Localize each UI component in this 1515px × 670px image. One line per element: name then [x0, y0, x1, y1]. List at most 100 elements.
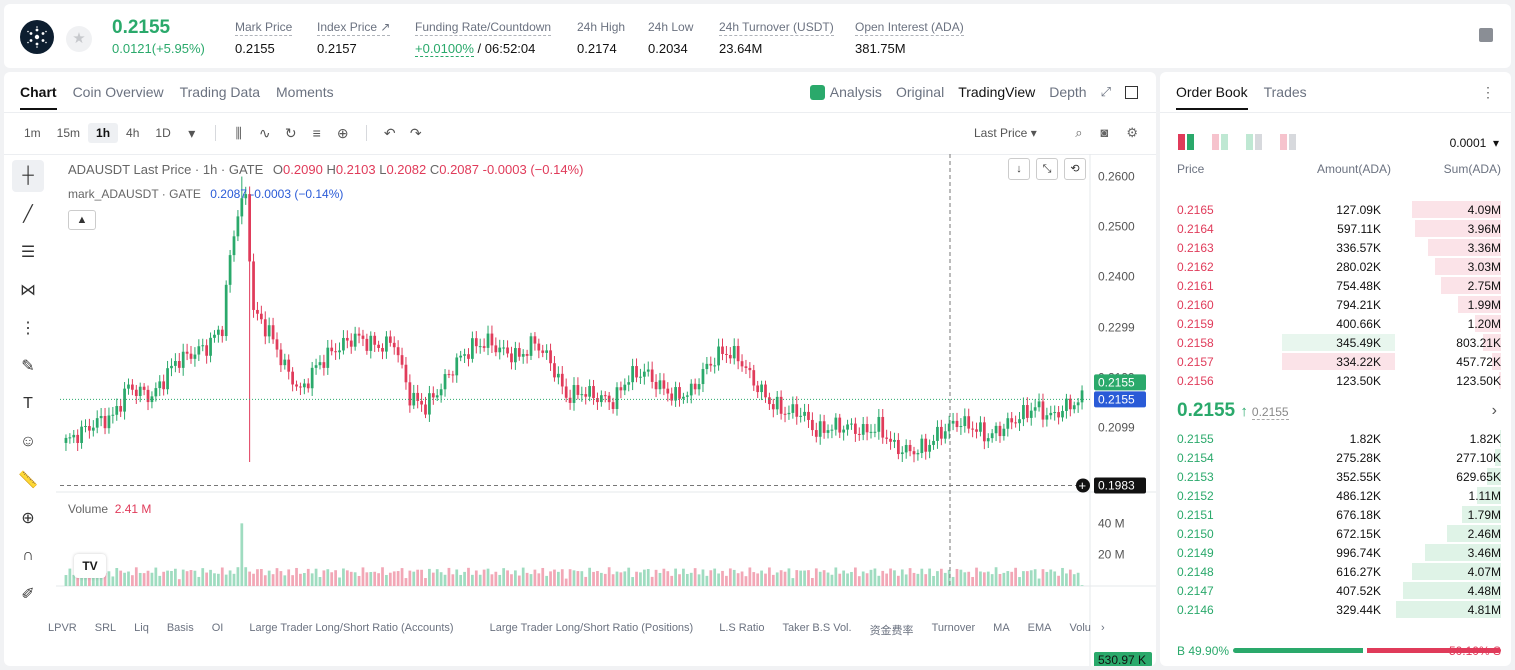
candle-body	[842, 429, 846, 433]
timeframe-1d[interactable]: 1D	[155, 126, 171, 140]
magnet-icon[interactable]: ∩	[22, 547, 34, 564]
indicators-icon[interactable]: ∿	[258, 124, 271, 141]
candles-icon[interactable]: ⫼	[235, 124, 242, 141]
indicator-turnover[interactable]: Turnover	[931, 622, 976, 634]
tab-depth[interactable]: Depth	[1049, 84, 1087, 100]
ask-row[interactable]: 0.2157 334.22K 457.72K	[1160, 352, 1511, 371]
favorite-star-icon[interactable]: ★	[66, 26, 92, 52]
bid-row[interactable]: 0.2148 616.27K 4.07M	[1160, 562, 1511, 581]
scroll-down-icon[interactable]: ↓	[1008, 158, 1030, 180]
collapse-icon[interactable]: ⤡	[1036, 158, 1058, 180]
indicator-oi[interactable]: OI	[211, 622, 224, 634]
bid-row[interactable]: 0.2146 329.44K 4.81M	[1160, 600, 1511, 619]
volume-bar	[1080, 585, 1084, 586]
ask-row[interactable]: 0.2165 127.09K 4.09M	[1160, 200, 1511, 219]
precision-select[interactable]: 0.0001 ▾	[1449, 136, 1499, 150]
indicator-ma[interactable]: MA	[993, 622, 1010, 634]
trend-line-icon[interactable]: ╱	[23, 206, 33, 223]
add-alert-icon[interactable]: ⊕	[336, 124, 349, 141]
pattern-icon[interactable]: ⋈	[20, 282, 36, 299]
search-icon[interactable]: ⌕	[1075, 125, 1083, 140]
indicator-basis[interactable]: Basis	[166, 622, 194, 634]
chevron-right-icon[interactable]: ›	[1100, 622, 1105, 634]
view-asks-icon[interactable]	[1280, 134, 1296, 150]
tab-original[interactable]: Original	[895, 84, 945, 100]
undo-icon[interactable]: ↶	[383, 124, 396, 141]
replay-icon[interactable]: ↻	[284, 124, 297, 141]
tab-trades[interactable]: Trades	[1263, 84, 1307, 100]
more-menu-icon[interactable]: ⋮	[1481, 84, 1495, 100]
tab-trading-data[interactable]: Trading Data	[179, 84, 261, 100]
ask-row[interactable]: 0.2156 123.50K 123.50K	[1160, 371, 1511, 390]
bid-row[interactable]: 0.2147 407.52K 4.48M	[1160, 581, 1511, 600]
bid-row[interactable]: 0.2153 352.55K 629.65K	[1160, 467, 1511, 486]
stat-mark-price[interactable]: Mark Price 0.2155	[235, 20, 293, 56]
indicator-ls-ratio[interactable]: L.S Ratio	[719, 622, 765, 634]
tradingview-logo[interactable]: TV	[74, 554, 106, 578]
indicator-taker-vol[interactable]: Taker B.S Vol.	[782, 622, 852, 634]
bid-row[interactable]: 0.2154 275.28K 277.10K	[1160, 448, 1511, 467]
timeframe-1h[interactable]: 1h	[88, 123, 119, 143]
bid-row[interactable]: 0.2152 486.12K 1.11M	[1160, 486, 1511, 505]
camera-icon[interactable]: ◙	[1100, 125, 1109, 140]
row-price: 0.2156	[1177, 374, 1214, 388]
indicator-volume[interactable]: Volu	[1069, 622, 1091, 634]
timeframe-dropdown-icon[interactable]: ▾	[188, 124, 196, 141]
timeframe-4h[interactable]: 4h	[126, 126, 140, 140]
bid-row[interactable]: 0.2151 676.18K 1.79M	[1160, 505, 1511, 524]
book-icon[interactable]	[1479, 28, 1493, 42]
timeframe-15m[interactable]: 15m	[56, 126, 81, 140]
bid-row[interactable]: 0.2155 1.82K 1.82K	[1160, 429, 1511, 448]
ruler-icon[interactable]: 📏	[18, 472, 38, 489]
indicator-srl[interactable]: SRL	[94, 622, 117, 634]
price-source-select[interactable]: Last Price ▾	[974, 126, 1037, 140]
crosshair-icon[interactable]: ┼	[12, 160, 44, 192]
pencil-icon[interactable]: ✐	[21, 586, 35, 603]
brush-icon[interactable]: ✎	[21, 358, 35, 375]
stat-index-price[interactable]: Index Price ↗ 0.2157	[317, 20, 391, 56]
stat-funding-rate[interactable]: Funding Rate/Countdown +0.0100% / 06:52:0…	[415, 20, 552, 57]
ask-row[interactable]: 0.2158 345.49K 803.21K	[1160, 333, 1511, 352]
ask-row[interactable]: 0.2164 597.11K 3.96M	[1160, 219, 1511, 238]
stat-24h-turnover[interactable]: 24h Turnover (USDT) 23.64M	[719, 20, 834, 56]
reset-icon[interactable]: ⟲	[1064, 158, 1086, 180]
view-bids-icon[interactable]	[1246, 134, 1262, 150]
settings-gear-icon[interactable]: ⚙	[1126, 125, 1138, 140]
tab-chart[interactable]: Chart	[20, 84, 57, 110]
fib-icon[interactable]: ⋮	[20, 320, 36, 337]
indicator-ls-accounts[interactable]: Large Trader Long/Short Ratio (Accounts)	[249, 622, 454, 634]
collapse-legend-button[interactable]: ▲	[68, 210, 96, 230]
emoji-icon[interactable]: ☺	[19, 433, 37, 450]
bid-row[interactable]: 0.2149 996.74K 3.46M	[1160, 543, 1511, 562]
horizontal-lines-icon[interactable]: ☰	[20, 244, 36, 261]
ask-row[interactable]: 0.2161 754.48K 2.75M	[1160, 276, 1511, 295]
templates-icon[interactable]: ≡	[312, 125, 321, 141]
tab-analysis[interactable]: Analysis	[809, 84, 882, 100]
ask-row[interactable]: 0.2159 400.66K 1.20M	[1160, 314, 1511, 333]
expand-icon[interactable]: ⤢	[1100, 84, 1111, 99]
chevron-right-icon[interactable]: ›	[1491, 402, 1497, 419]
view-asks-light-icon[interactable]	[1212, 134, 1228, 150]
indicator-liq[interactable]: Liq	[134, 622, 149, 634]
ask-row[interactable]: 0.2162 280.02K 3.03M	[1160, 257, 1511, 276]
redo-icon[interactable]: ↷	[409, 124, 422, 141]
tab-moments[interactable]: Moments	[276, 84, 334, 100]
indicator-lpvr[interactable]: LPVR	[48, 622, 77, 634]
tab-coin-overview[interactable]: Coin Overview	[72, 84, 164, 100]
window-icon[interactable]	[1125, 85, 1138, 99]
ask-row[interactable]: 0.2160 794.21K 1.99M	[1160, 295, 1511, 314]
tab-order-book[interactable]: Order Book	[1176, 84, 1248, 110]
timeframe-1m[interactable]: 1m	[24, 126, 41, 140]
volume-bar	[451, 574, 455, 586]
tab-tradingview[interactable]: TradingView	[958, 84, 1036, 100]
indicator-funding-rate[interactable]: 资金费率	[869, 625, 914, 637]
view-both-icon[interactable]	[1178, 134, 1194, 150]
stat-open-interest[interactable]: Open Interest (ADA) 381.75M	[855, 20, 964, 56]
zoom-in-icon[interactable]: ⊕	[21, 510, 35, 527]
ask-row[interactable]: 0.2163 336.57K 3.36M	[1160, 238, 1511, 257]
indicator-ema[interactable]: EMA	[1027, 622, 1052, 634]
bid-row[interactable]: 0.2150 672.15K 2.46M	[1160, 524, 1511, 543]
indicator-ls-positions[interactable]: Large Trader Long/Short Ratio (Positions…	[489, 622, 694, 634]
text-icon[interactable]: T	[23, 395, 33, 412]
